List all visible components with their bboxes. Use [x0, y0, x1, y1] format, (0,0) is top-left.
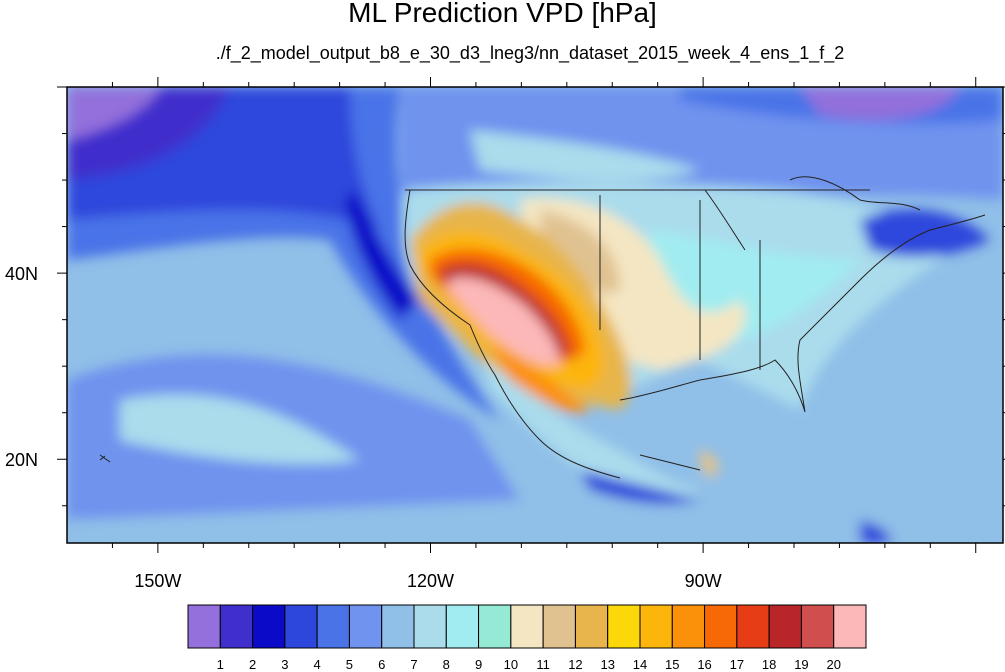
colorbar-label: 17 [730, 657, 744, 672]
colorbar-label: 2 [249, 657, 256, 672]
colorbar-swatch [478, 604, 512, 649]
chart-subtitle: ./f_2_model_output_b8_e_30_d3_lneg3/nn_d… [215, 43, 845, 63]
colorbar-swatch [445, 604, 480, 649]
y-tick-label: 40N [5, 264, 38, 284]
colorbar-swatch [574, 604, 609, 649]
colorbar-swatch [671, 604, 706, 649]
colorbar-swatch [542, 604, 576, 649]
colorbar-swatch [219, 604, 254, 649]
colorbar-label: 5 [346, 657, 353, 672]
colorbar-label: 15 [665, 657, 679, 672]
colorbar-label: 13 [600, 657, 614, 672]
y-tick-label: 20N [5, 450, 38, 470]
colorbar-swatch [768, 604, 802, 649]
colorbar-label: 16 [697, 657, 711, 672]
x-tick-label: 120W [407, 571, 454, 591]
colorbar-label: 18 [762, 657, 776, 672]
colorbar-swatch [736, 604, 770, 649]
colorbar-swatch [607, 604, 641, 649]
vpd-field [67, 87, 1003, 543]
x-tick-label: 150W [134, 571, 181, 591]
colorbar-swatch [833, 604, 867, 649]
colorbar-label: 7 [410, 657, 417, 672]
colorbar-label: 14 [633, 657, 647, 672]
colorbar-swatch [187, 604, 221, 649]
colorbar-swatch [252, 604, 286, 649]
colorbar-label: 3 [281, 657, 288, 672]
colorbar-swatch [284, 604, 318, 649]
colorbar-swatch [348, 604, 383, 649]
x-tick-label: 90W [685, 571, 722, 591]
colorbar-label: 9 [475, 657, 482, 672]
coastlines [99, 176, 986, 479]
colorbar-label: 12 [568, 657, 582, 672]
colorbar: 1 2 3 4 5 6 7 8 9 10 11 12 13 14 15 16 17 18 19 20 [187, 604, 867, 672]
colorbar-label: 11 [536, 657, 550, 672]
colorbar-swatch [316, 604, 350, 649]
map-frame [66, 86, 1004, 544]
colorbar-label: 1 [217, 657, 224, 672]
colorbar-label: 19 [794, 657, 808, 672]
colorbar-label: 8 [443, 657, 450, 672]
colorbar-label: 20 [826, 657, 840, 672]
colorbar-swatch [510, 604, 544, 649]
colorbar-swatch [704, 604, 738, 649]
map-axes: 150W 120W 90W 40N 20N [5, 77, 1005, 591]
chart-title: ML Prediction VPD [hPa] [348, 0, 657, 28]
colorbar-label: 10 [504, 657, 518, 672]
colorbar-label: 4 [314, 657, 321, 672]
colorbar-label: 6 [378, 657, 385, 672]
colorbar-swatch [639, 604, 673, 649]
colorbar-swatch [413, 604, 447, 649]
colorbar-swatch [800, 604, 835, 649]
colorbar-swatch [381, 604, 415, 649]
